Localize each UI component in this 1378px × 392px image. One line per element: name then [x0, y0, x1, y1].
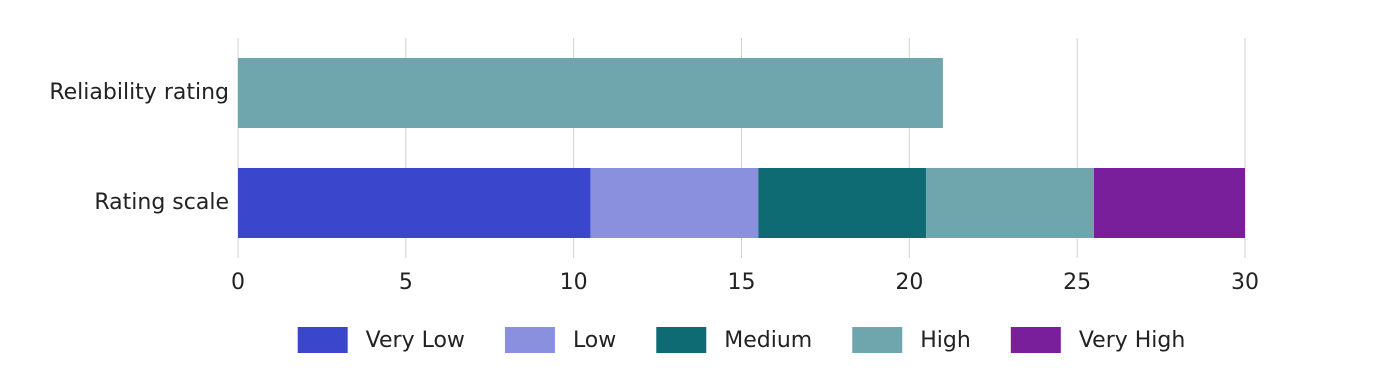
- x-tick-label: 25: [1063, 270, 1091, 295]
- legend-label: High: [920, 328, 971, 353]
- x-tick-label: 30: [1231, 270, 1259, 295]
- legend-swatch: [504, 327, 555, 353]
- bar-segment: [238, 168, 591, 238]
- x-tick-label: 0: [231, 270, 245, 295]
- x-tick-label: 20: [895, 270, 923, 295]
- bar-segment: [758, 168, 927, 238]
- x-tick-label: 10: [560, 270, 588, 295]
- bar-segment: [238, 58, 943, 128]
- legend-swatch: [297, 327, 348, 353]
- bar-segment: [1093, 168, 1245, 238]
- y-tick-label: Rating scale: [94, 190, 229, 215]
- bar-segment: [590, 168, 759, 238]
- legend-swatch: [1010, 327, 1061, 353]
- y-tick-label: Reliability rating: [49, 80, 229, 105]
- legend-label: Medium: [724, 328, 812, 353]
- legend-swatch: [656, 327, 707, 353]
- legend-label: Very Low: [366, 328, 465, 353]
- legend-label: Low: [573, 328, 616, 353]
- legend-label: Very High: [1079, 328, 1186, 353]
- bar-segment: [926, 168, 1094, 238]
- x-tick-label: 15: [728, 270, 756, 295]
- legend-swatch: [852, 327, 903, 353]
- x-tick-label: 5: [399, 270, 413, 295]
